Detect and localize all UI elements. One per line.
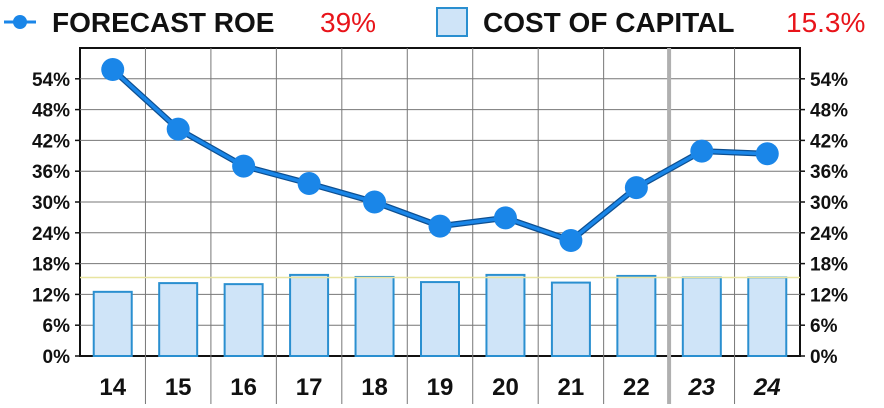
x-tick-label: 24	[753, 374, 781, 401]
roe-point	[297, 172, 321, 196]
y-tick-label-right: 6%	[810, 316, 838, 337]
legend-roe-value: 39%	[320, 7, 376, 38]
y-tick-label-right: 0%	[810, 347, 838, 368]
cost-of-capital-bar	[420, 281, 460, 357]
roe-point	[493, 206, 517, 230]
cost-of-capital-bar	[485, 273, 526, 358]
y-tick-label-right: 48%	[810, 101, 848, 122]
cost-of-capital-bar	[92, 290, 133, 358]
x-tick-label: 23	[687, 374, 715, 401]
y-tick-label-left: 6%	[43, 316, 71, 337]
y-tick-label-left: 0%	[43, 347, 71, 368]
y-tick-label-right: 42%	[810, 131, 848, 152]
y-tick-label-left: 42%	[32, 131, 70, 152]
y-tick-label-right: 36%	[810, 162, 848, 183]
cost-of-capital-bar	[354, 275, 395, 357]
roe-point	[755, 142, 779, 166]
y-tick-label-left: 54%	[32, 70, 70, 91]
y-tick-label-right: 54%	[810, 70, 848, 91]
y-tick-label-left: 18%	[32, 255, 70, 276]
y-tick-label-left: 48%	[32, 101, 70, 122]
roe-point	[624, 176, 648, 200]
roe-point	[166, 117, 190, 141]
cost-of-capital-bar	[289, 273, 330, 358]
cost-of-capital-bar	[550, 281, 591, 357]
roe-point	[559, 229, 583, 252]
cost-of-capital-bar	[616, 274, 657, 358]
roe-point	[101, 58, 125, 82]
x-tick-label: 18	[361, 374, 388, 401]
roe-point	[690, 139, 714, 163]
legend: FORECAST ROE 39% COST OF CAPITAL 15.3%	[4, 7, 865, 38]
x-tick-label: 22	[623, 374, 650, 401]
cost-of-capital-bar	[747, 276, 788, 357]
y-tick-label-left: 36%	[32, 162, 70, 183]
y-tick-label-right: 30%	[810, 193, 848, 214]
y-tick-label-left: 12%	[32, 285, 70, 306]
roe-point	[428, 214, 452, 238]
x-tick-label: 14	[99, 374, 126, 401]
y-tick-label-left: 30%	[32, 193, 70, 214]
plot-area: 0% 0% 6% 6% 12% 12% 18% 18% 24% 24% 30% 30% 36% 36% 42…	[32, 47, 848, 404]
legend-roe-marker	[4, 15, 36, 29]
x-tick-label: 17	[296, 374, 323, 401]
y-tick-label-left: 24%	[32, 224, 70, 245]
roe-point	[363, 190, 387, 214]
y-tick-label-right: 24%	[810, 224, 848, 245]
x-tick-label: 20	[492, 374, 519, 401]
y-tick-label-right: 18%	[810, 255, 848, 276]
x-tick-label: 16	[230, 374, 257, 401]
legend-roe-label: FORECAST ROE	[52, 7, 274, 38]
y-tick-label-right: 12%	[810, 285, 848, 306]
roe-point	[232, 154, 256, 178]
cost-of-capital-bar	[223, 283, 264, 357]
x-tick-label: 15	[165, 374, 192, 401]
x-tick-label: 21	[558, 374, 585, 401]
cost-of-capital-bar	[681, 276, 722, 357]
cost-of-capital-bar	[158, 282, 199, 357]
legend-cost-swatch	[436, 7, 468, 37]
x-tick-label: 19	[427, 374, 454, 401]
legend-cost-label: COST OF CAPITAL	[483, 7, 734, 38]
legend-cost-value: 15.3%	[786, 7, 865, 38]
